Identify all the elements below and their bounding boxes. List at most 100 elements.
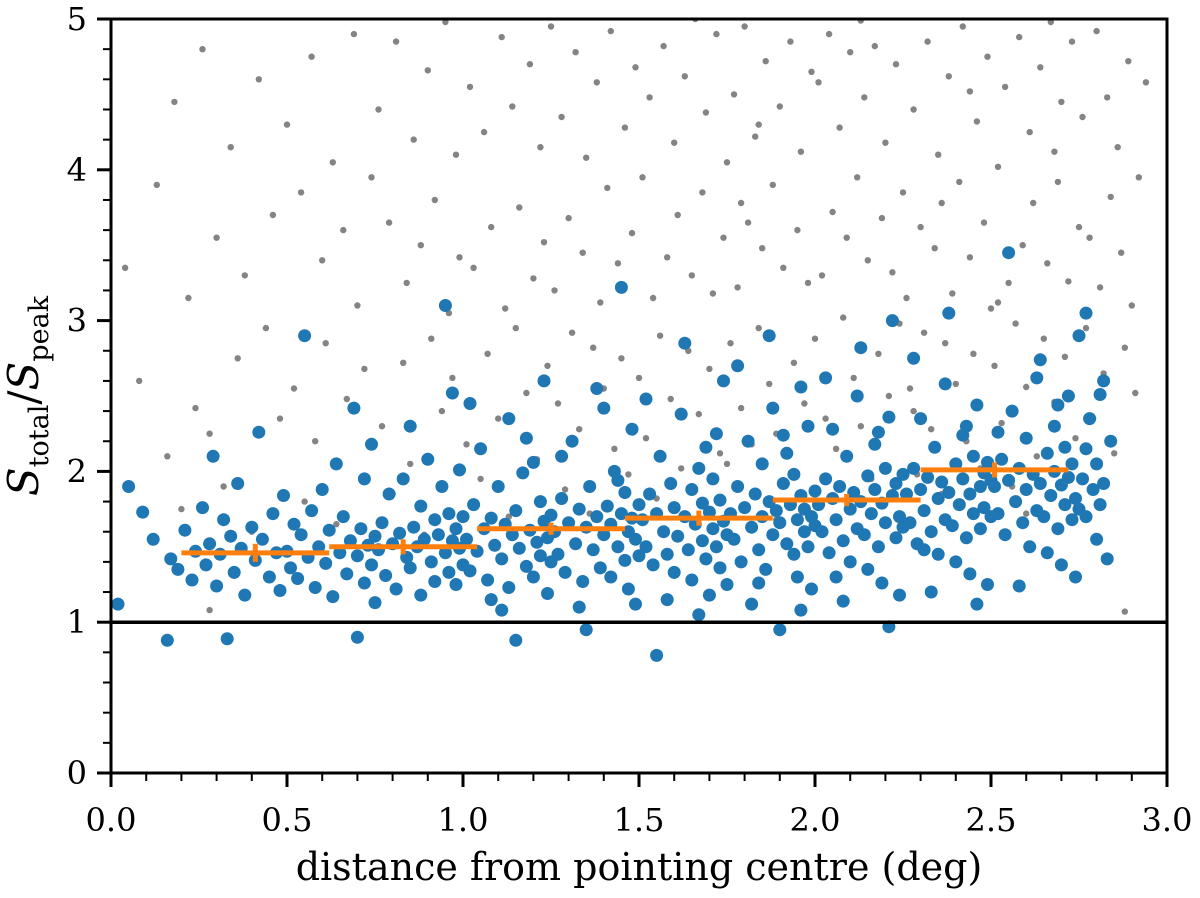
blue-point (519, 559, 533, 573)
grey-point (917, 223, 924, 231)
blue-point (878, 516, 892, 530)
blue-point (530, 535, 544, 549)
grey-point (822, 415, 829, 422)
blue-point (745, 520, 759, 534)
grey-point (991, 362, 998, 369)
blue-point (614, 280, 628, 294)
blue-point (326, 590, 340, 604)
blue-point (1033, 477, 1047, 490)
blue-point (431, 528, 445, 542)
grey-point (343, 395, 350, 403)
grey-point (241, 272, 248, 279)
grey-point (400, 359, 407, 366)
blue-point (308, 581, 322, 594)
blue-point (277, 489, 290, 502)
blue-point (931, 547, 945, 561)
blue-point (889, 531, 903, 545)
blue-point (702, 505, 716, 519)
grey-point (720, 234, 727, 241)
grey-point (734, 284, 741, 291)
blue-point (593, 561, 607, 575)
blue-point (995, 452, 1009, 466)
blue-point (136, 505, 150, 519)
grey-point (322, 340, 329, 347)
grey-point (1121, 344, 1129, 351)
blue-point (935, 475, 949, 489)
blue-point (449, 578, 463, 591)
blue-point (516, 466, 530, 480)
grey-point (618, 355, 625, 362)
blue-point (970, 398, 984, 412)
blue-point (664, 477, 678, 490)
grey-point (1033, 453, 1041, 460)
blue-point (921, 470, 935, 484)
blue-point (667, 501, 681, 515)
blue-point (509, 504, 523, 518)
grey-point (220, 483, 227, 490)
grey-point (234, 355, 241, 362)
blue-point (713, 493, 727, 507)
blue-point (512, 541, 526, 555)
blue-point (1079, 306, 1093, 320)
blue-point (312, 540, 326, 554)
blue-point (611, 473, 625, 487)
grey-point (1051, 148, 1058, 155)
blue-point (460, 532, 473, 546)
grey-point (498, 33, 505, 41)
blue-point (217, 513, 231, 527)
grey-point (312, 438, 319, 445)
grey-point (561, 486, 569, 493)
grey-point (649, 294, 657, 302)
blue-point (805, 582, 818, 596)
blue-point (942, 486, 956, 499)
grey-point (466, 83, 474, 91)
blue-point (340, 567, 354, 581)
y-tick-label: 2 (67, 452, 87, 490)
blue-point (1100, 552, 1114, 566)
grey-point (871, 42, 878, 50)
grey-point (456, 254, 463, 261)
blue-point (428, 575, 442, 588)
blue-point (850, 389, 864, 403)
grey-point (780, 264, 787, 271)
blue-point (196, 501, 209, 515)
blue-point (829, 513, 843, 527)
blue-point (210, 579, 224, 593)
blue-point (924, 525, 938, 539)
blue-point (632, 549, 646, 563)
blue-point (220, 632, 234, 646)
grey-point (709, 290, 717, 297)
grey-point (572, 49, 579, 56)
blue-point (467, 498, 481, 512)
blue-point (576, 575, 590, 588)
x-tick-label: 2.0 (790, 801, 841, 839)
blue-point (199, 558, 213, 572)
blue-point (442, 565, 456, 579)
grey-point (935, 151, 942, 158)
y-tick-label: 1 (67, 603, 87, 641)
blue-point (639, 540, 653, 554)
blue-point (305, 504, 319, 518)
blue-point (667, 565, 681, 579)
blue-point (604, 570, 618, 584)
blue-point (794, 380, 808, 394)
grey-point (523, 389, 530, 397)
grey-point (1104, 94, 1111, 101)
grey-point (790, 359, 798, 366)
blue-point (315, 483, 329, 496)
blue-point (706, 522, 720, 536)
blue-point (262, 570, 276, 584)
blue-point (871, 540, 885, 554)
grey-point (255, 76, 262, 83)
grey-point (875, 350, 882, 357)
blue-point (836, 534, 850, 548)
grey-point (660, 42, 667, 50)
x-tick-label: 0.5 (262, 801, 313, 839)
grey-point (477, 475, 484, 483)
blue-point (1002, 473, 1016, 487)
blue-point (375, 516, 389, 530)
blue-point (931, 492, 945, 505)
blue-point (1079, 510, 1093, 524)
blue-point (893, 588, 906, 602)
